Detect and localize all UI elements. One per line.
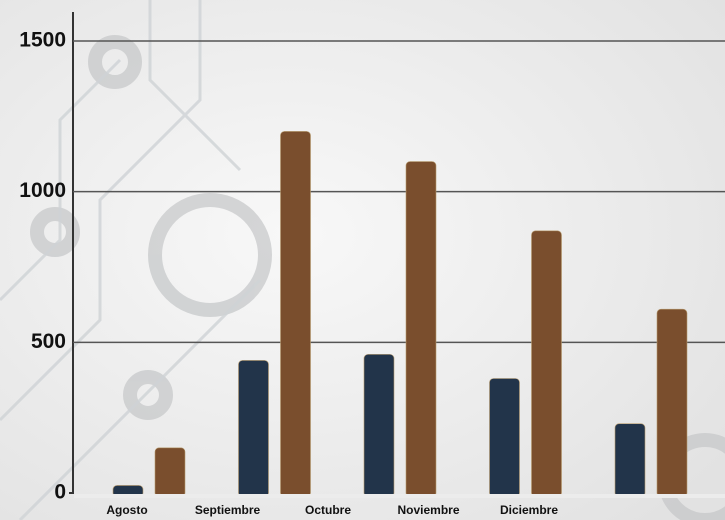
bar [614, 423, 646, 498]
x-tick-label: Octubre [305, 503, 351, 517]
baseline-cover [74, 494, 725, 498]
bar [280, 131, 311, 498]
y-tick-label: 1000 [19, 179, 66, 202]
bar [489, 378, 520, 498]
bar [531, 230, 562, 498]
bar [405, 161, 437, 498]
y-tick-label: 0 [54, 481, 66, 504]
x-tick-label: Agosto [106, 503, 147, 517]
x-tick-label: Septiembre [195, 503, 261, 517]
x-tick-label: Diciembre [500, 503, 558, 517]
y-tick-label: 1500 [19, 29, 66, 52]
bar [238, 360, 269, 498]
y-tick-label: 500 [31, 330, 66, 353]
bar [154, 447, 186, 498]
bar [363, 354, 395, 498]
x-tick-label: Noviembre [397, 503, 459, 517]
circuit-decoration [0, 0, 262, 520]
bar [656, 308, 688, 498]
